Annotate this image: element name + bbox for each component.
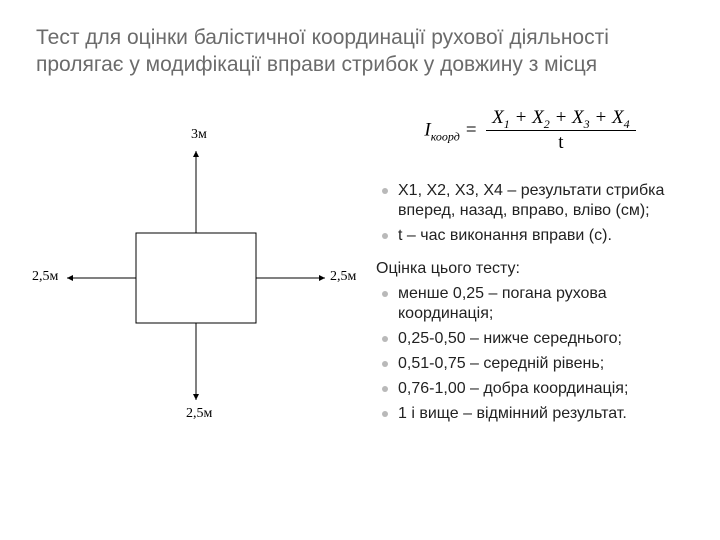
content-row: 3м 2,5м 2,5м 2,5м Iкоорд = X1 + X2 + X3 … [36,103,684,443]
evaluations-list: менше 0,25 – погана рухова координація; … [376,284,684,424]
equals-sign: = [465,119,483,140]
text-panel: Iкоорд = X1 + X2 + X3 + X4 t Х1, Х2, Х3,… [376,103,684,443]
list-item: 0,51-0,75 – середній рівень; [376,354,684,374]
denominator: t [486,131,635,155]
list-item: t – час виконання вправи (с). [376,226,684,246]
definitions-list: Х1, Х2, Х3, Х4 – результати стрибка впер… [376,181,684,246]
list-item: менше 0,25 – погана рухова координація; [376,284,684,324]
label-down: 2,5м [186,406,212,422]
formula-lhs-sub: коорд [431,129,460,143]
eval-heading: Оцінка цього тесту: [376,260,684,278]
list-item: 0,76-1,00 – добра координація; [376,379,684,399]
label-right: 2,5м [330,269,356,285]
formula: Iкоорд = X1 + X2 + X3 + X4 t [376,107,684,156]
numerator: X1 + X2 + X3 + X4 [486,107,635,132]
jump-diagram: 3м 2,5м 2,5м 2,5м [36,103,356,443]
label-left: 2,5м [32,269,58,285]
slide: Тест для оцінки балістичної координації … [0,0,720,540]
list-item: 1 і вище – відмінний результат. [376,404,684,424]
fraction: X1 + X2 + X3 + X4 t [486,107,635,156]
list-item: Х1, Х2, Х3, Х4 – результати стрибка впер… [376,181,684,221]
list-item: 0,25-0,50 – нижче середнього; [376,329,684,349]
diagram-svg [36,103,356,443]
slide-title: Тест для оцінки балістичної координації … [36,24,684,79]
center-box [136,233,256,323]
diagram-panel: 3м 2,5м 2,5м 2,5м [36,103,356,443]
label-up: 3м [191,127,207,143]
